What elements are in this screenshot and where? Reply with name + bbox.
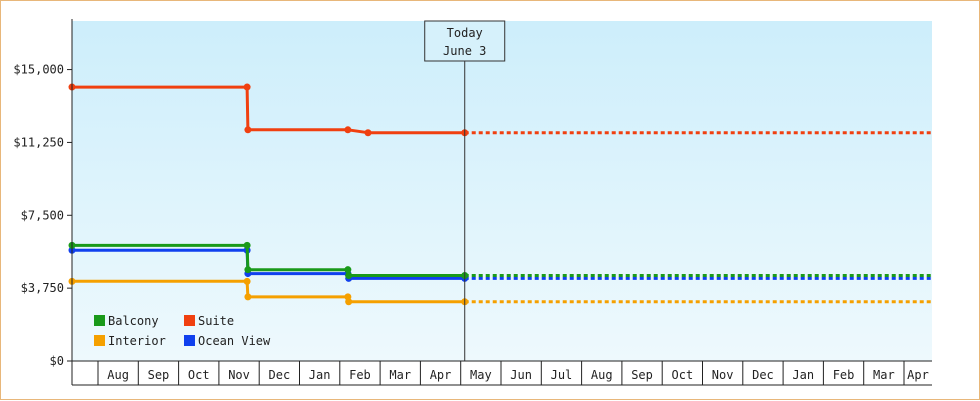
data-point[interactable] bbox=[243, 83, 251, 91]
x-tick-label: Apr bbox=[430, 368, 452, 382]
series-line bbox=[72, 85, 465, 135]
data-point[interactable] bbox=[344, 126, 352, 134]
legend-item-balcony[interactable]: Balcony bbox=[94, 314, 159, 328]
x-tick-label: Aug bbox=[591, 368, 613, 382]
legend-swatch bbox=[184, 335, 195, 346]
x-tick-label: Feb bbox=[349, 368, 371, 382]
x-tick-label: Jan bbox=[309, 368, 331, 382]
legend-swatch bbox=[94, 315, 105, 326]
x-tick-label: Dec bbox=[752, 368, 774, 382]
data-point[interactable] bbox=[345, 298, 353, 306]
series-line bbox=[72, 248, 465, 280]
x-tick-label: Mar bbox=[873, 368, 895, 382]
series-balcony bbox=[68, 241, 932, 280]
plot-area bbox=[72, 21, 932, 361]
data-point[interactable] bbox=[244, 266, 252, 274]
legend-item-suite[interactable]: Suite bbox=[184, 314, 234, 328]
legend-label: Suite bbox=[198, 314, 234, 328]
x-tick-label: Nov bbox=[228, 368, 250, 382]
data-point[interactable] bbox=[244, 126, 252, 134]
y-tick-label: $0 bbox=[50, 354, 64, 368]
x-tick-label: Sep bbox=[148, 368, 170, 382]
y-tick-label: $11,250 bbox=[13, 135, 64, 149]
legend: Balcony Suite Interior Ocean View bbox=[94, 314, 271, 348]
series-line bbox=[72, 243, 465, 277]
data-point[interactable] bbox=[345, 272, 353, 280]
x-tick-label: Aug bbox=[107, 368, 129, 382]
legend-label: Balcony bbox=[108, 314, 159, 328]
data-point[interactable] bbox=[344, 266, 352, 274]
legend-swatch bbox=[184, 315, 195, 326]
today-label-box bbox=[424, 20, 506, 62]
axes: $0 $3,750 $7,500 $11,250 $15,000 Aug Sep Oct Nov… bbox=[13, 19, 932, 386]
legend-item-interior[interactable]: Interior bbox=[94, 334, 166, 348]
x-tick-label: May bbox=[470, 368, 492, 382]
data-point[interactable] bbox=[243, 241, 251, 249]
series-line bbox=[72, 279, 465, 304]
x-tick-label: Oct bbox=[672, 368, 694, 382]
x-tick-label: Oct bbox=[188, 368, 210, 382]
today-label-line2: June 3 bbox=[443, 44, 486, 58]
data-point[interactable] bbox=[364, 129, 372, 137]
legend-swatch bbox=[94, 335, 105, 346]
x-tick-label: Feb bbox=[833, 368, 855, 382]
today-label-line1: Today bbox=[447, 26, 483, 40]
x-tick-label: Dec bbox=[269, 368, 291, 382]
y-tick-label: $7,500 bbox=[21, 208, 64, 222]
x-tick-label: Jun bbox=[510, 368, 532, 382]
series-layer bbox=[68, 83, 932, 306]
data-point[interactable] bbox=[244, 293, 252, 301]
series-suite bbox=[68, 83, 932, 137]
y-tick-label: $15,000 bbox=[13, 63, 64, 77]
x-tick-label: Mar bbox=[389, 368, 411, 382]
today-marker: Today June 3 bbox=[424, 20, 506, 361]
data-point[interactable] bbox=[243, 277, 251, 285]
legend-item-ocean-view[interactable]: Ocean View bbox=[184, 334, 271, 348]
x-tick-label: Jul bbox=[551, 368, 573, 382]
x-tick-label: Nov bbox=[712, 368, 734, 382]
y-tick-label: $3,750 bbox=[21, 281, 64, 295]
x-tick-label: Apr bbox=[907, 368, 929, 382]
x-tick-label: Sep bbox=[631, 368, 653, 382]
legend-label: Interior bbox=[108, 334, 166, 348]
legend-label: Ocean View bbox=[198, 334, 271, 348]
x-tick-label: Jan bbox=[792, 368, 814, 382]
